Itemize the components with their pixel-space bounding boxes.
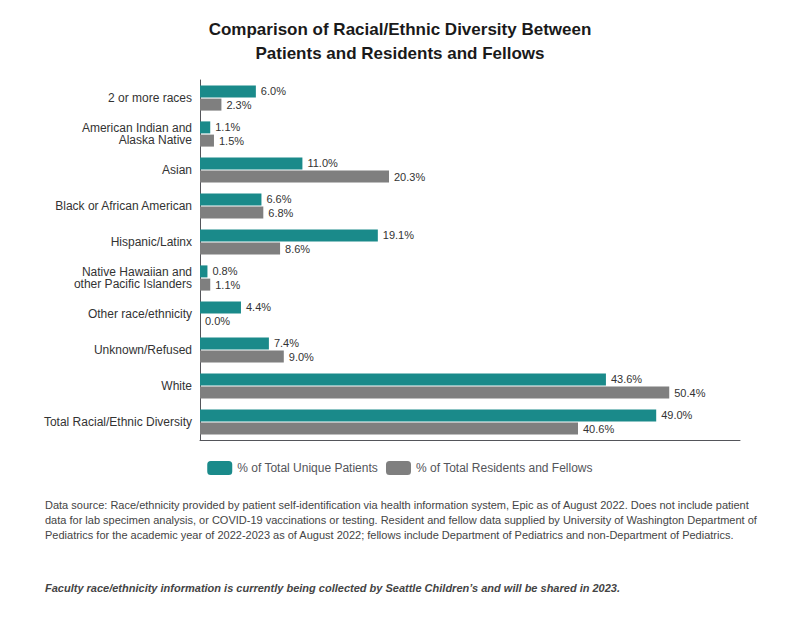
svg-text:1.1%: 1.1% xyxy=(215,279,240,291)
svg-text:Data source: Race/ethnicity pr: Data source: Race/ethnicity provided by … xyxy=(45,499,752,511)
svg-text:4.4%: 4.4% xyxy=(246,301,271,313)
svg-text:7.4%: 7.4% xyxy=(274,337,299,349)
svg-text:6.8%: 6.8% xyxy=(268,207,293,219)
svg-text:Asian: Asian xyxy=(162,163,192,177)
svg-text:0.0%: 0.0% xyxy=(205,315,230,327)
svg-text:1.5%: 1.5% xyxy=(219,135,244,147)
svg-text:American Indian and: American Indian and xyxy=(81,121,192,135)
svg-text:Alaska Native: Alaska Native xyxy=(119,133,193,147)
svg-text:Total Racial/Ethnic Diversity: Total Racial/Ethnic Diversity xyxy=(44,415,192,429)
svg-text:White: White xyxy=(161,379,192,393)
svg-text:6.0%: 6.0% xyxy=(261,85,286,97)
svg-text:49.0%: 49.0% xyxy=(661,409,692,421)
svg-text:19.1%: 19.1% xyxy=(383,229,414,241)
svg-text:other Pacific Islanders: other Pacific Islanders xyxy=(74,277,192,291)
svg-text:11.0%: 11.0% xyxy=(307,157,338,169)
svg-text:data for lab specimen analysis: data for lab specimen analysis, or COVID… xyxy=(45,514,760,526)
svg-text:0.8%: 0.8% xyxy=(212,265,237,277)
svg-text:2 or more races: 2 or more races xyxy=(108,91,192,105)
svg-text:8.6%: 8.6% xyxy=(285,243,310,255)
svg-text:Unknown/Refused: Unknown/Refused xyxy=(94,343,192,357)
svg-text:Black or African American: Black or African American xyxy=(55,199,192,213)
svg-text:Hispanic/Latinx: Hispanic/Latinx xyxy=(111,235,192,249)
svg-text:6.6%: 6.6% xyxy=(266,193,291,205)
svg-text:Faculty race/ethnicity informa: Faculty race/ethnicity information is cu… xyxy=(45,582,620,594)
svg-text:% of Total Unique Patients: % of Total Unique Patients xyxy=(237,461,378,475)
svg-text:Other race/ethnicity: Other race/ethnicity xyxy=(88,307,192,321)
svg-text:50.4%: 50.4% xyxy=(674,387,705,399)
svg-text:43.6%: 43.6% xyxy=(611,373,642,385)
svg-text:20.3%: 20.3% xyxy=(394,171,425,183)
svg-text:40.6%: 40.6% xyxy=(583,423,614,435)
svg-text:% of Total Residents and Fello: % of Total Residents and Fellows xyxy=(416,461,593,475)
svg-text:Native Hawaiian and: Native Hawaiian and xyxy=(81,265,192,279)
svg-text:9.0%: 9.0% xyxy=(289,351,314,363)
svg-text:1.1%: 1.1% xyxy=(215,121,240,133)
svg-text:Patients and Residents and Fel: Patients and Residents and Fellows xyxy=(255,44,544,63)
svg-text:Pediatrics for the academic ye: Pediatrics for the academic year of 2022… xyxy=(45,529,734,541)
svg-text:2.3%: 2.3% xyxy=(226,99,251,111)
svg-text:Comparison of Racial/Ethnic Di: Comparison of Racial/Ethnic Diversity Be… xyxy=(209,20,592,39)
